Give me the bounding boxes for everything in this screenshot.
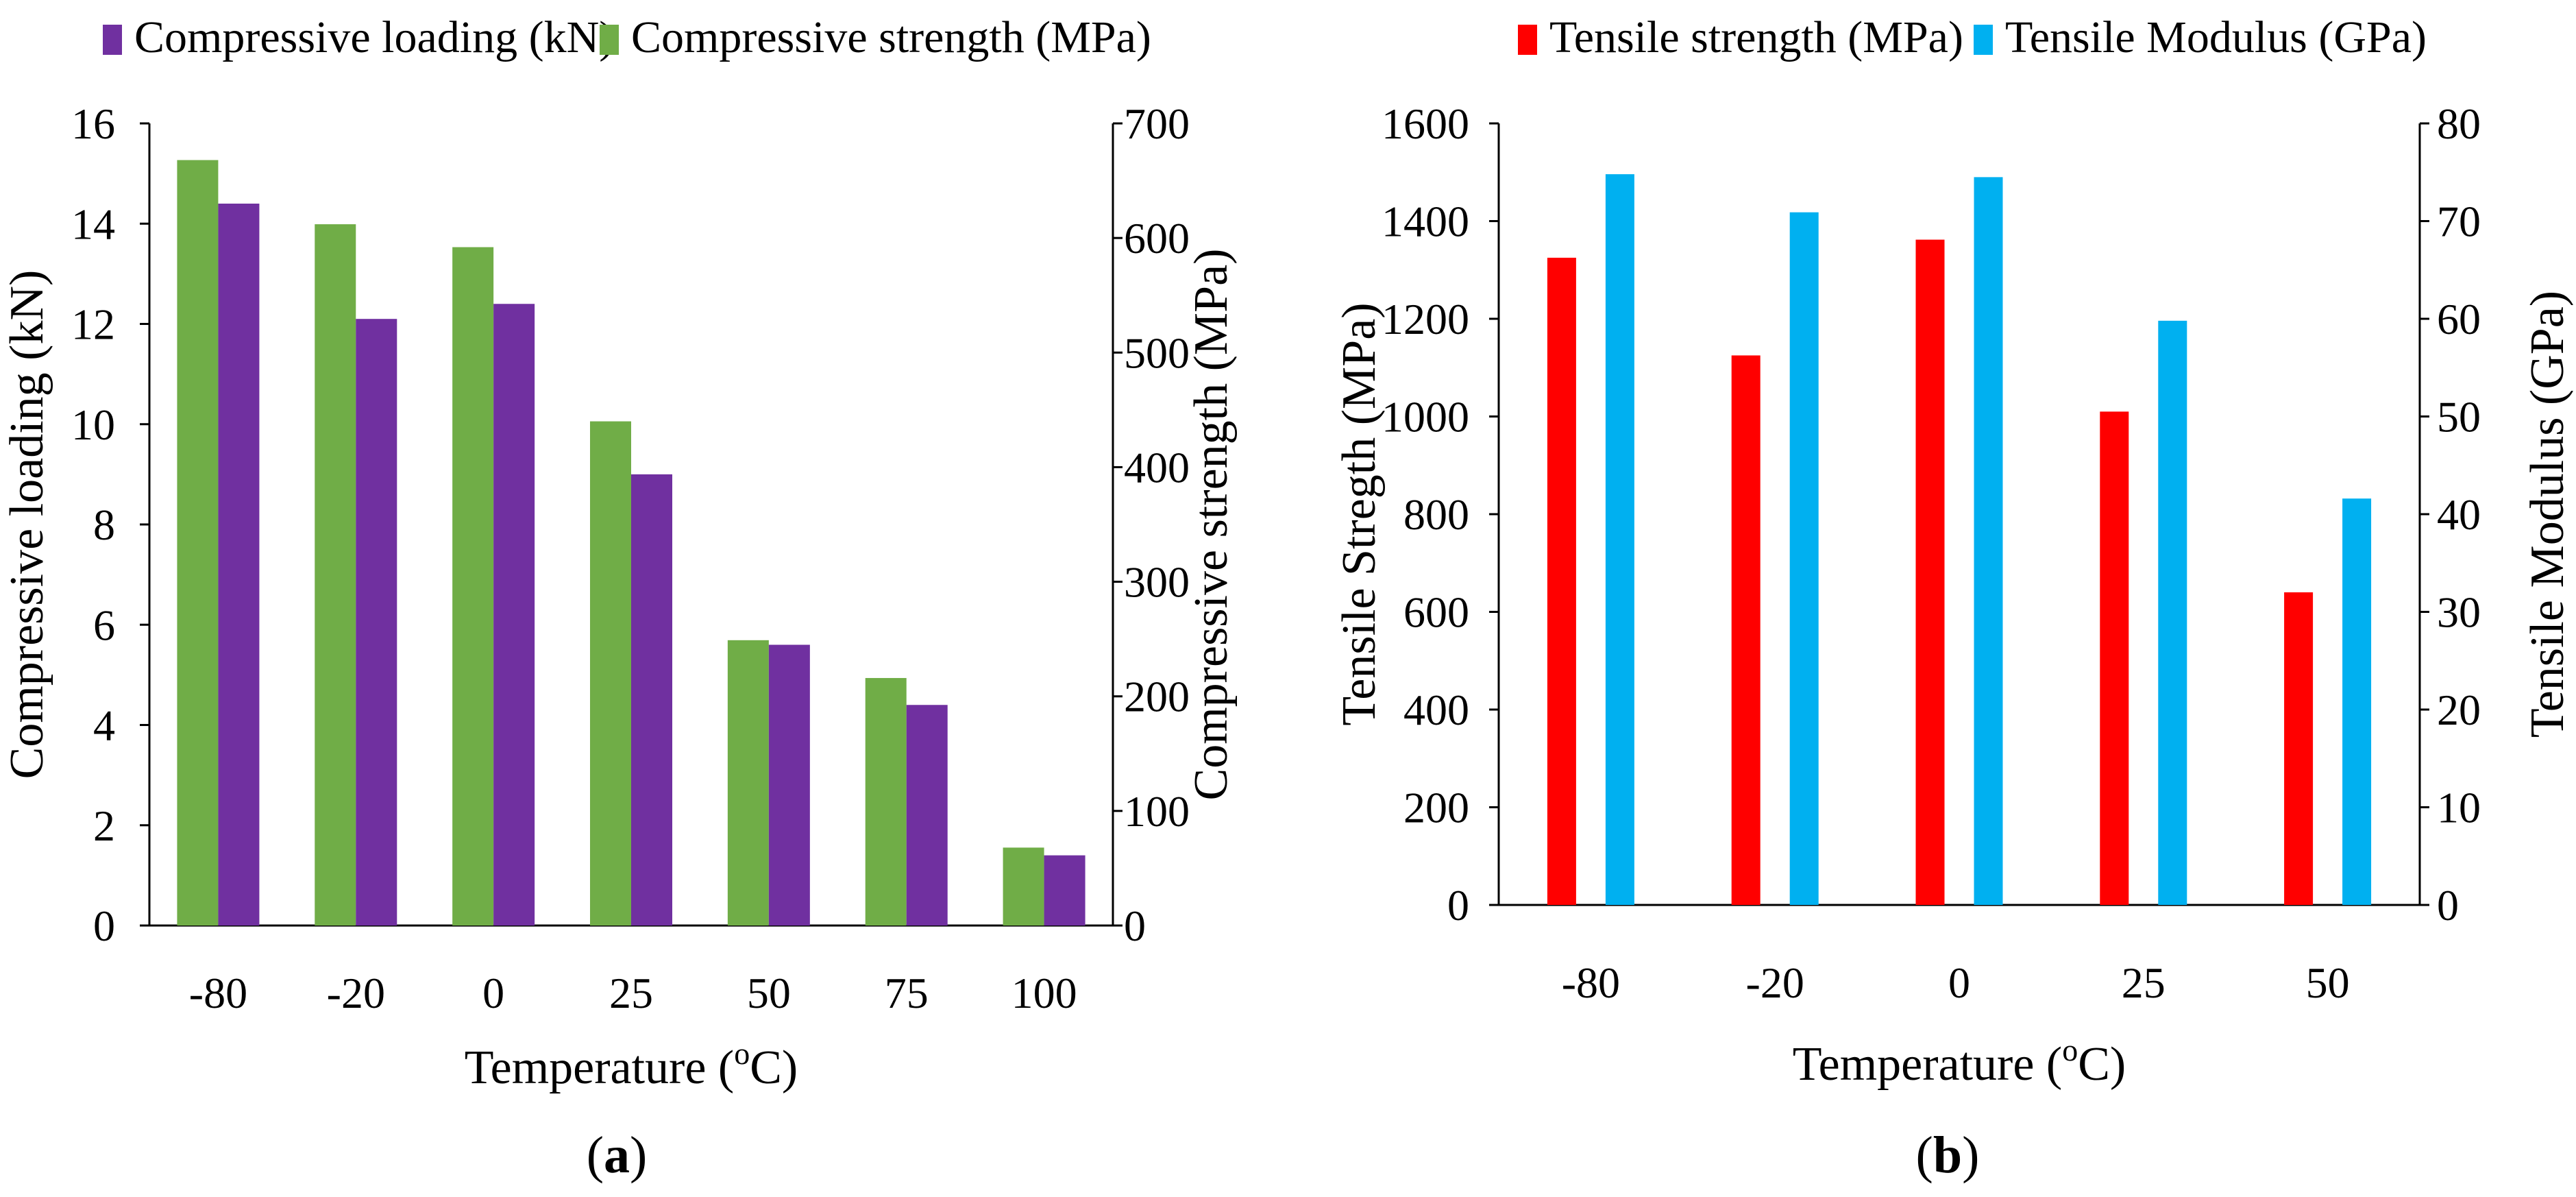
y-left-tick-label: 800 <box>1403 490 1469 539</box>
y-right-tick-label: 0 <box>2437 881 2459 930</box>
x-tick-label: 25 <box>2122 958 2166 1007</box>
x-tick-label: -80 <box>1562 958 1620 1007</box>
y-axis-right-title: Tensile Modulus (GPa) <box>2521 291 2574 738</box>
legend-label: Compressive loading (kN) <box>134 12 614 62</box>
bar-a-series1 <box>865 677 907 926</box>
y-right-tick-label: 200 <box>1124 673 1190 721</box>
y-left-tick-label: 200 <box>1403 784 1469 832</box>
y-axis-left-title: Compressive loading (kN) <box>1 270 53 779</box>
bar-a-series0 <box>493 304 535 926</box>
x-tick-label: 0 <box>1948 958 1970 1007</box>
y-right-tick-label: 500 <box>1124 328 1190 377</box>
x-tick-label: 50 <box>2306 958 2350 1007</box>
legend-swatch-b-1 <box>1974 25 1993 55</box>
y-right-tick-label: 10 <box>2437 784 2481 832</box>
bar-b-series0 <box>1915 239 1945 905</box>
x-axis-title: Temperature (oC) <box>1793 1032 2126 1091</box>
chart-b: 0200400600800100012001400160001020304050… <box>1333 12 2574 1184</box>
y-left-tick-label: 1200 <box>1382 295 1469 343</box>
bar-b-series1 <box>2342 498 2372 905</box>
y-right-tick-label: 70 <box>2437 197 2481 246</box>
bar-b-series0 <box>1731 355 1761 905</box>
y-left-tick-label: 600 <box>1403 588 1469 637</box>
bar-a-series0 <box>631 474 672 926</box>
legend-swatch-b-0 <box>1518 25 1537 55</box>
y-right-tick-label: 60 <box>2437 295 2481 343</box>
y-left-tick-label: 0 <box>93 902 115 950</box>
legend-label: Tensile Modulus (GPa) <box>2005 12 2427 62</box>
y-left-tick-label: 2 <box>93 801 115 850</box>
bar-a-series1 <box>727 640 769 926</box>
bar-b-series1 <box>1605 174 1634 906</box>
bar-a-series1 <box>177 160 219 926</box>
bar-a-series1 <box>1003 847 1044 926</box>
panel-label-b: (b) <box>1916 1126 1980 1184</box>
bar-a-series0 <box>356 319 397 926</box>
legend-swatch-a-1 <box>600 25 619 55</box>
bar-b-series0 <box>1547 257 1576 905</box>
legend-label: Compressive strength (MPa) <box>631 12 1151 62</box>
bar-b-series0 <box>2284 592 2314 905</box>
panel-label-a: (a) <box>587 1126 648 1184</box>
y-left-tick-label: 1000 <box>1382 393 1469 442</box>
bar-a-series0 <box>218 204 260 926</box>
bar-a-series1 <box>315 224 356 926</box>
y-left-tick-label: 0 <box>1447 881 1469 930</box>
x-tick-label: -20 <box>1746 958 1804 1007</box>
y-axis-left-title: Tensile Stregth (MPa) <box>1333 302 1386 725</box>
x-tick-label: 25 <box>609 969 653 1017</box>
bar-b-series0 <box>2100 411 2129 905</box>
bar-b-series1 <box>2158 320 2187 906</box>
x-tick-label: -80 <box>189 969 247 1017</box>
y-right-tick-label: 30 <box>2437 588 2481 637</box>
bar-a-series1 <box>452 247 494 926</box>
y-left-tick-label: 8 <box>93 500 115 549</box>
y-right-tick-label: 600 <box>1124 214 1190 263</box>
x-tick-label: 50 <box>747 969 791 1017</box>
y-left-tick-label: 14 <box>71 200 115 248</box>
x-tick-label: 0 <box>482 969 504 1017</box>
y-left-tick-label: 400 <box>1403 686 1469 734</box>
y-right-tick-label: 50 <box>2437 393 2481 442</box>
y-right-tick-label: 400 <box>1124 443 1190 492</box>
y-right-tick-label: 300 <box>1124 558 1190 607</box>
y-right-tick-label: 700 <box>1124 99 1190 148</box>
bar-b-series1 <box>1974 177 2003 905</box>
legend-swatch-a-0 <box>103 25 122 55</box>
bar-b-series1 <box>1789 212 1819 905</box>
y-left-tick-label: 1600 <box>1382 99 1469 148</box>
bar-a-series0 <box>906 705 948 926</box>
bar-a-series0 <box>1044 855 1085 926</box>
x-axis-title: Temperature (oC) <box>465 1036 798 1094</box>
y-axis-right-title: Compressive strength (MPa) <box>1185 249 1238 801</box>
y-left-tick-label: 10 <box>71 400 115 449</box>
y-right-tick-label: 80 <box>2437 99 2481 148</box>
bar-a-series1 <box>590 421 631 926</box>
y-right-tick-label: 20 <box>2437 686 2481 734</box>
y-left-tick-label: 1400 <box>1382 197 1469 246</box>
x-tick-label: 100 <box>1011 969 1077 1017</box>
y-left-tick-label: 6 <box>93 601 115 649</box>
y-right-tick-label: 40 <box>2437 490 2481 539</box>
y-left-tick-label: 4 <box>93 701 115 750</box>
y-left-tick-label: 12 <box>71 300 115 349</box>
y-right-tick-label: 100 <box>1124 787 1190 836</box>
y-right-tick-label: 0 <box>1124 902 1146 950</box>
legend-label: Tensile strength (MPa) <box>1549 12 1963 62</box>
y-left-tick-label: 16 <box>71 99 115 148</box>
bar-a-series0 <box>768 644 810 926</box>
x-tick-label: -20 <box>327 969 385 1017</box>
x-tick-label: 75 <box>885 969 929 1017</box>
